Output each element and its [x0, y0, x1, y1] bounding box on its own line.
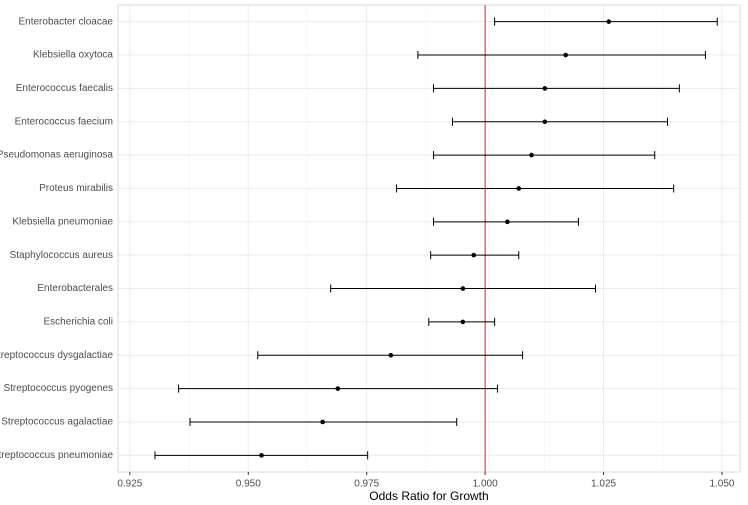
y-tick-label: Streptococcus pneumoniae	[0, 450, 113, 461]
y-tick-label: Klebsiella pneumoniae	[12, 216, 113, 227]
y-tick-label: Pseudomonas aeruginosa	[0, 150, 113, 161]
x-tick-label: 1.025	[591, 479, 616, 490]
point	[335, 386, 341, 391]
point	[460, 319, 466, 325]
point	[471, 252, 477, 258]
y-tick-label: Proteus mirabilis	[39, 183, 113, 194]
y-tick-label: Escherichia coli	[44, 317, 113, 328]
panel	[117, 4, 741, 473]
x-tick-label: 1.050	[709, 479, 734, 490]
y-tick-label: Staphylococcus aureus	[10, 250, 113, 261]
x-tick-label: 1.000	[473, 479, 498, 490]
point	[542, 86, 548, 91]
y-tick-label: Streptococcus pyogenes	[3, 383, 113, 394]
point	[320, 419, 325, 425]
y-tick-label: Streptococcus agalactiae	[1, 417, 113, 428]
point	[516, 186, 522, 191]
point	[606, 19, 612, 24]
point	[460, 286, 466, 291]
y-tick-label: Enterobacter cloacae	[18, 16, 113, 27]
x-tick-label: 0.975	[354, 479, 379, 490]
x-tick-label: 0.950	[236, 479, 261, 490]
x-axis-title: Odds Ratio for Growth	[369, 489, 488, 503]
point	[542, 119, 548, 125]
point	[505, 219, 510, 225]
point	[529, 152, 534, 158]
point	[563, 52, 568, 58]
point	[388, 352, 394, 358]
point	[259, 453, 264, 458]
x-tick-label: 0.925	[117, 479, 142, 490]
y-tick-label: Klebsiella oxytoca	[33, 50, 113, 61]
y-tick-label: Streptococcus dysgalactiae	[0, 350, 113, 361]
y-tick-label: Enterococcus faecalis	[16, 83, 113, 94]
y-tick-label: Enterococcus faecium	[15, 116, 113, 127]
y-tick-label: Enterobacterales	[37, 283, 113, 294]
